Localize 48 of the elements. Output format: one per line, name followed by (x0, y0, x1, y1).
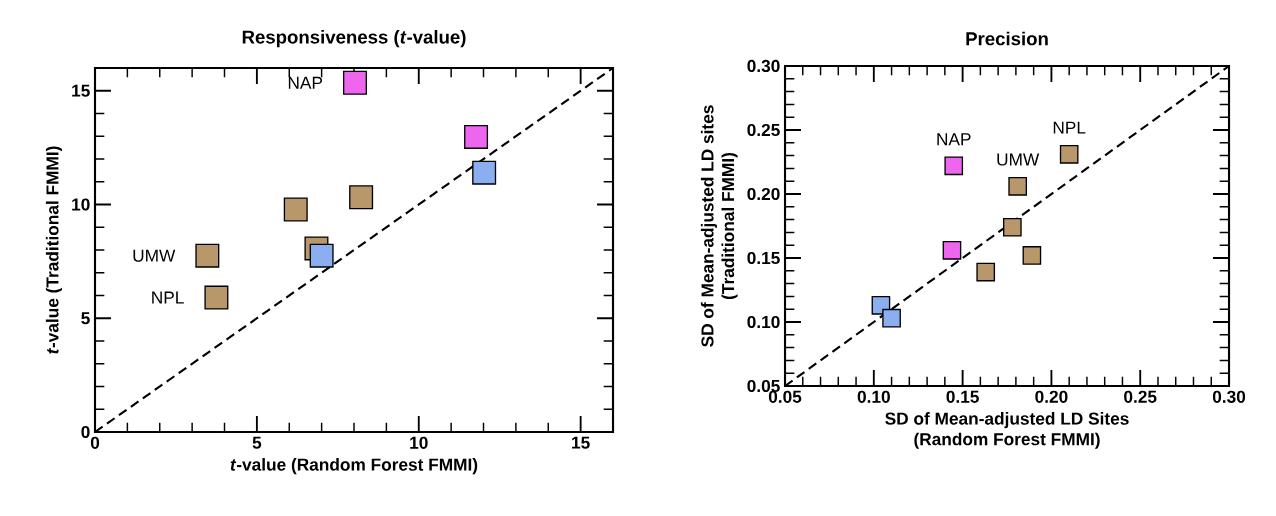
chart-title: Precision (966, 31, 1048, 46)
y-tick-label: 15 (72, 84, 90, 97)
point (472, 160, 497, 185)
point (464, 124, 489, 149)
point (1059, 144, 1079, 164)
point (1003, 217, 1022, 237)
point (195, 243, 220, 268)
y-tick-label: 0.05 (747, 379, 780, 393)
x-tick-label: 0 (90, 436, 100, 449)
y-tick-label: 0.30 (747, 59, 780, 73)
point (342, 70, 367, 95)
point (944, 156, 964, 176)
annotation: NPL (1053, 121, 1086, 134)
x-tick-label: 0.25 (1124, 390, 1157, 403)
x-tick-label: 0.30 (1212, 390, 1246, 403)
x-axis-title: t-value (Random Forest FMMI) (230, 458, 478, 475)
point (942, 240, 962, 260)
y-tick-label: 0.15 (747, 251, 780, 265)
point (204, 285, 229, 310)
y-axis-title: SD of Mean-adjusted LD sites (Traditional FMMI) (700, 105, 738, 347)
y-tick-label: 10 (72, 198, 90, 211)
point (1008, 176, 1028, 196)
annotation: NAP (937, 133, 971, 146)
annotation: NPL (152, 291, 184, 304)
y-axis-title: t-value (Traditional FMMI) (45, 146, 62, 354)
chart-title: Responsiveness (t-value) (242, 29, 466, 48)
x-tick-label: 15 (572, 436, 590, 449)
point (882, 308, 901, 328)
point (976, 262, 996, 282)
x-tick-label: 0.10 (857, 390, 890, 403)
y-tick-label: 5 (81, 312, 90, 325)
annotation: NAP (288, 76, 323, 89)
y-tick-label: 0.20 (747, 187, 780, 201)
annotation: UMW (133, 249, 176, 262)
point (283, 197, 308, 222)
x-axis-title: SD of Mean-adjusted LD Sites (Random Forest FMMI) (885, 412, 1129, 449)
x-tick-label: 5 (252, 436, 262, 449)
x-tick-label: 10 (410, 436, 428, 449)
x-tick-label: 0.05 (768, 390, 802, 403)
y-tick-label: 0.25 (747, 123, 780, 137)
point (309, 243, 334, 268)
point (1022, 246, 1042, 265)
point (349, 185, 374, 210)
y-tick-label: 0 (81, 425, 90, 439)
x-tick-label: 0.20 (1035, 390, 1068, 403)
x-tick-label: 0.15 (946, 390, 979, 403)
annotation: UMW (997, 153, 1040, 166)
y-tick-label: 0.10 (747, 315, 780, 329)
